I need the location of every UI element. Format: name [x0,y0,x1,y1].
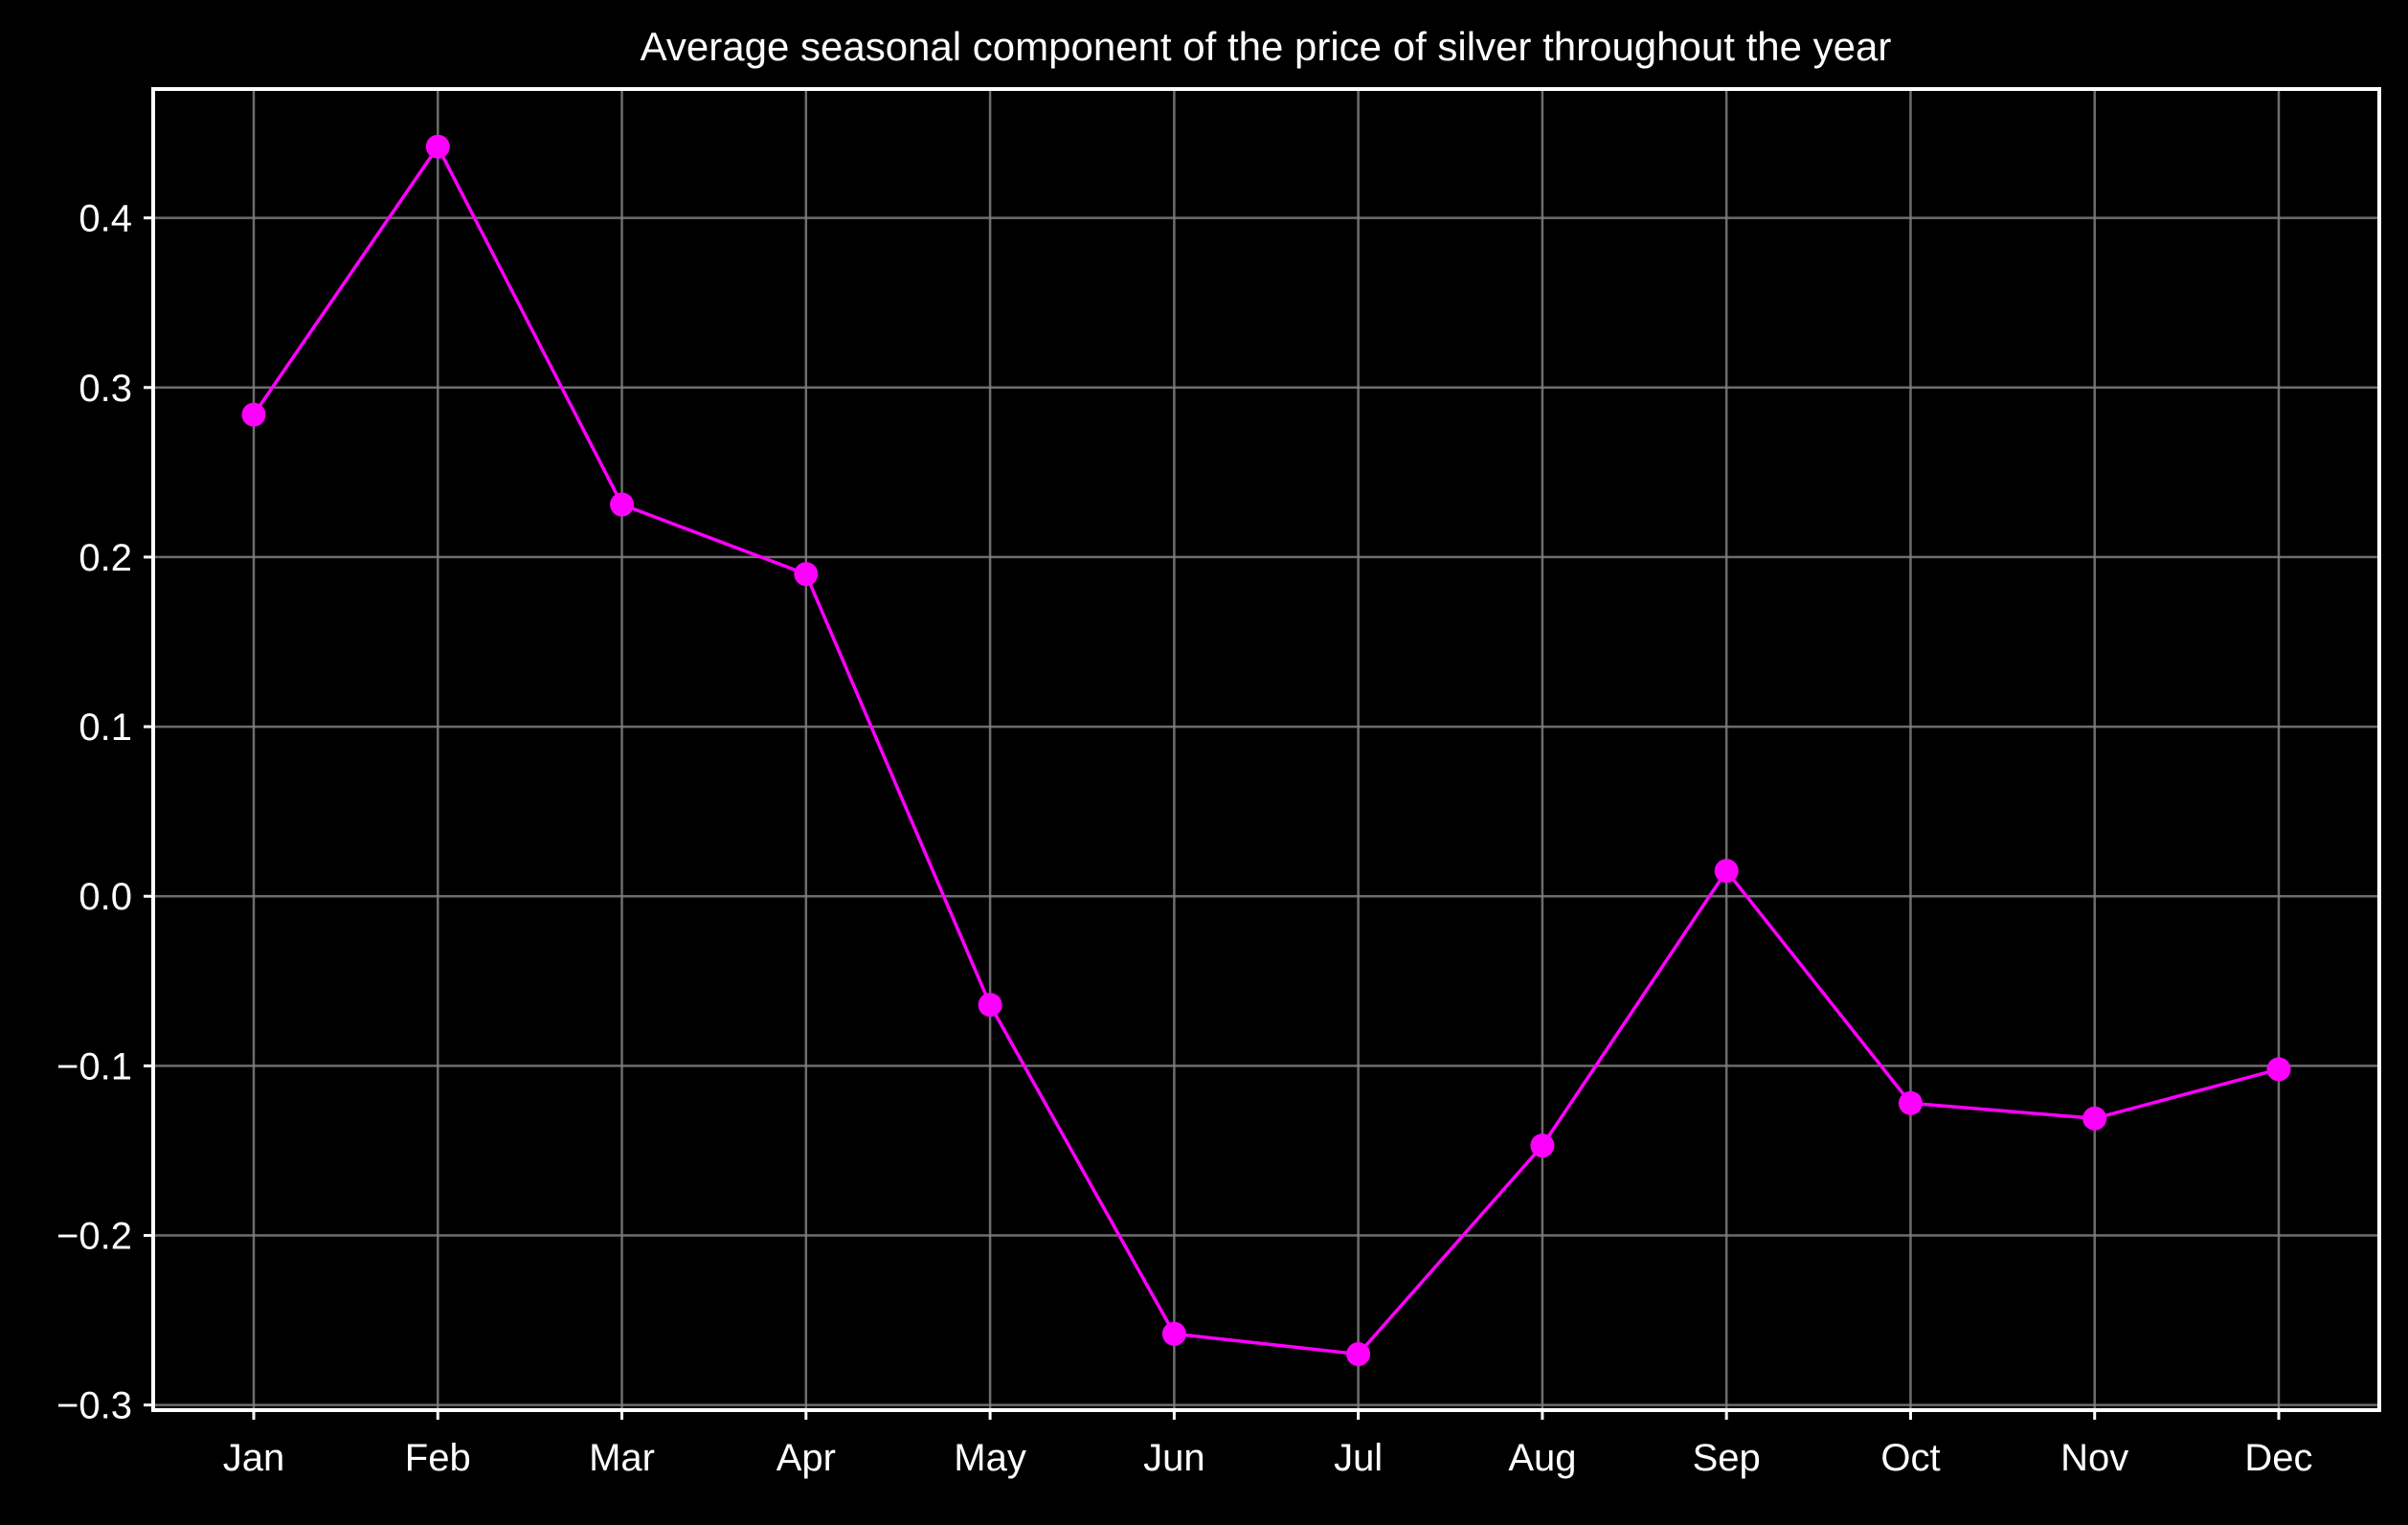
x-tick-label: Jul [1334,1437,1383,1479]
series-line-segment [436,145,624,506]
series-line-segment [988,1002,1177,1336]
data-point-marker [425,134,450,159]
series-line-segment [1172,1332,1361,1357]
y-tick-label: −0.2 [56,1216,132,1258]
x-tick-label: Mar [589,1437,655,1479]
y-tick-label: 0.4 [79,198,132,240]
plot-area-frame [151,87,2381,1412]
x-tick-label: Sep [1693,1437,1761,1479]
x-tick-label: Dec [2244,1437,2312,1479]
y-tick-label: 0.1 [79,706,132,749]
data-point-marker [2266,1057,2291,1082]
data-point-marker [794,562,819,587]
series-line-segment [252,145,440,416]
grid-layer [153,89,2379,1410]
x-tick-label: Aug [1508,1437,1576,1479]
series-line-segment [619,503,808,576]
chart-title: Average seasonal component of the price … [641,24,1892,69]
y-tick-label: 0.0 [79,876,132,918]
series-line-segment [1541,868,1728,1148]
y-tick-label: −0.3 [56,1385,132,1427]
series-layer [241,134,2291,1367]
y-tick-label: 0.2 [79,537,132,579]
data-point-marker [1161,1321,1186,1346]
x-tick-label: Nov [2060,1437,2128,1479]
data-point-marker [241,402,266,427]
series-line-segment [2092,1067,2281,1121]
axis-layer: Jan Feb Mar Apr May Jun Jul Aug Sep Oct Nov Dec 0.4 0… [56,198,2313,1479]
series-line-segment [1724,868,1913,1106]
series-line-group [241,134,2291,1367]
data-point-marker [978,993,1002,1018]
x-tick-label: Jan [223,1437,285,1479]
data-point-marker [1530,1133,1555,1158]
series-line-segment [804,572,992,1007]
series-line-segment [1356,1143,1544,1357]
y-tick-label: 0.3 [79,368,132,410]
x-tick-label: Feb [405,1437,471,1479]
x-tick-label: Oct [1880,1437,1940,1479]
y-tick-label: −0.1 [56,1045,132,1088]
data-point-marker [2082,1106,2107,1131]
data-point-marker [1714,859,1739,884]
x-tick-label: Apr [776,1437,836,1479]
x-tick-label: Jun [1143,1437,1205,1479]
series-line-segment [1908,1101,2097,1121]
x-tick-label: May [954,1437,1026,1479]
data-point-marker [1346,1342,1371,1367]
data-point-marker [1898,1090,1923,1115]
data-point-marker [610,492,635,517]
